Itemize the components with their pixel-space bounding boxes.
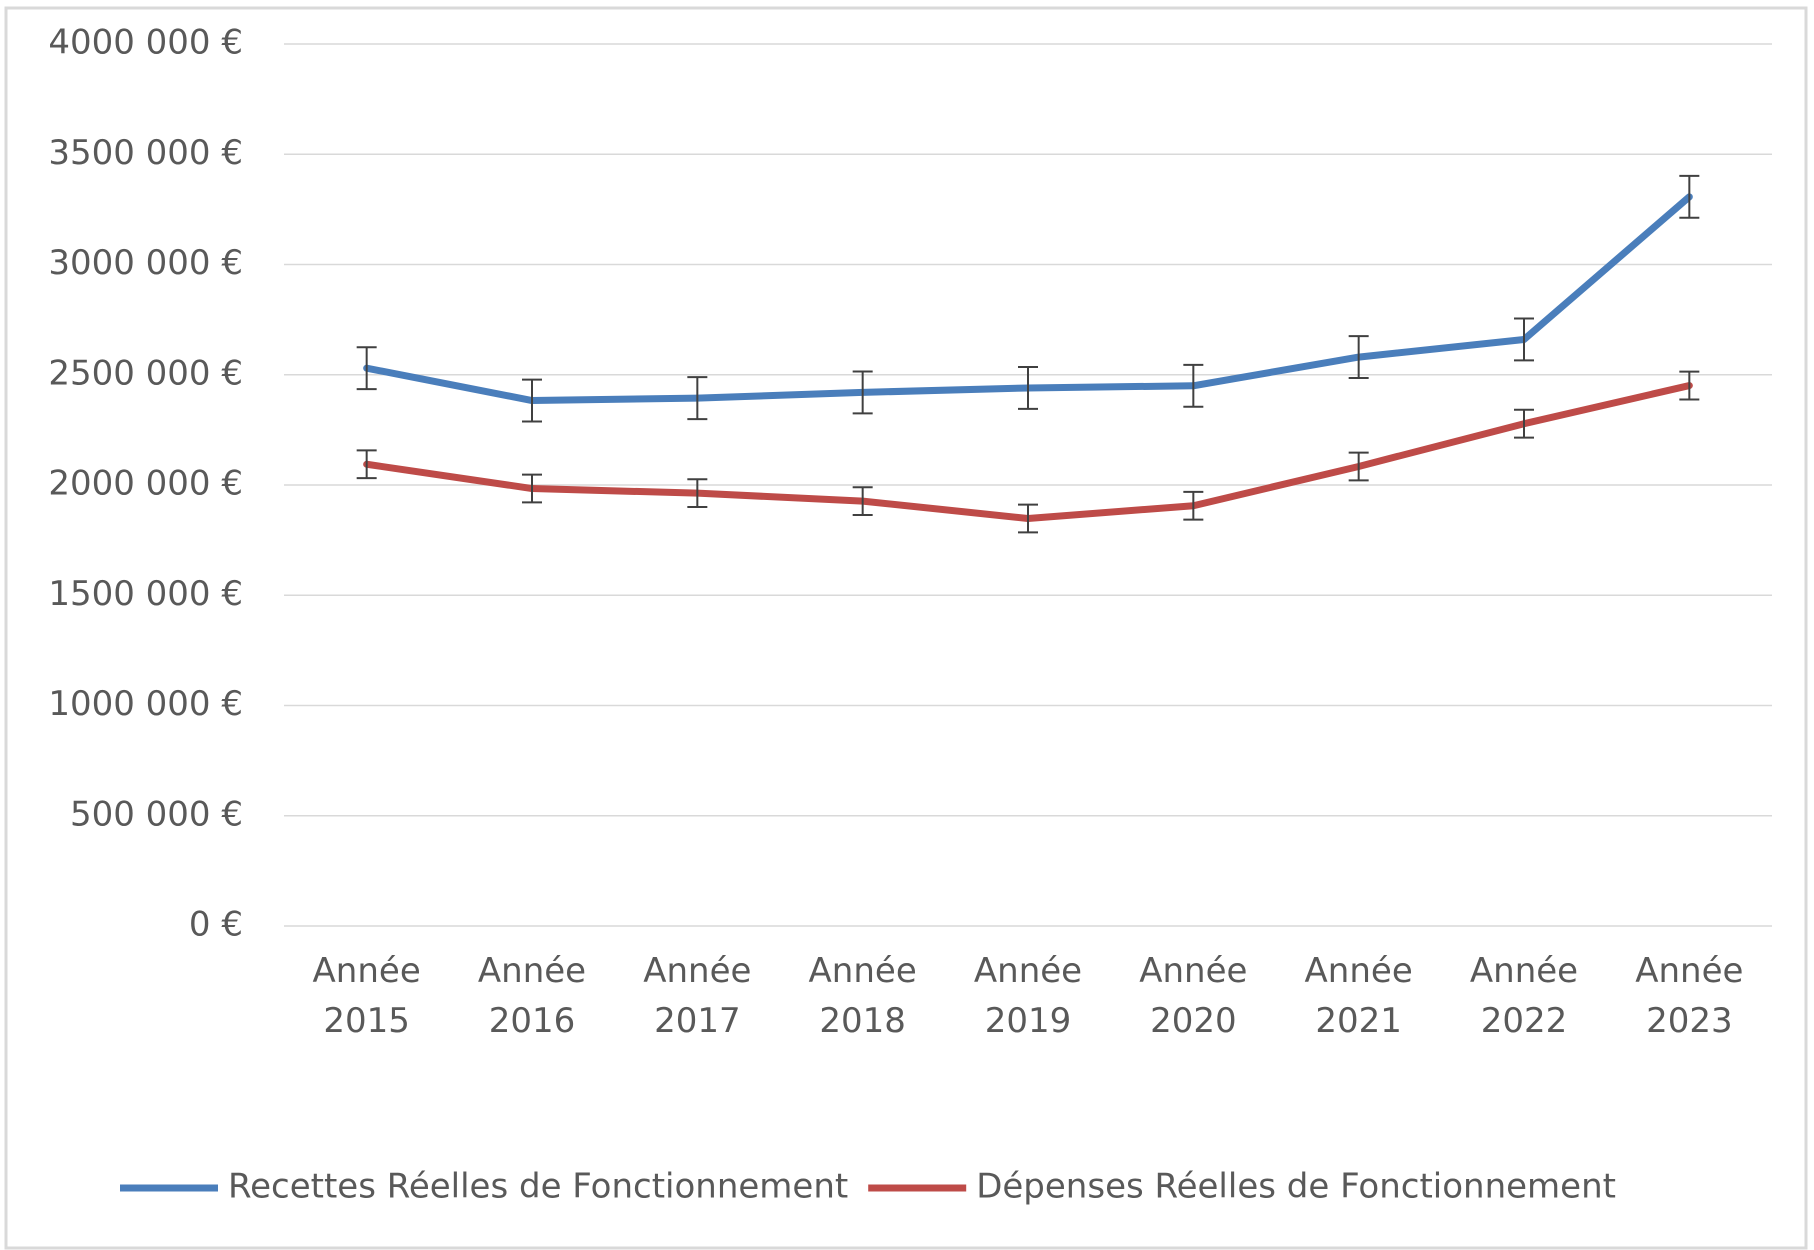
error-bar [356,449,377,480]
legend-label: Recettes Réelles de Fonctionnement [228,1167,848,1207]
y-tick-label: 500 000 € [70,794,243,834]
error-bar [1679,370,1700,401]
error-bar [687,478,708,509]
y-tick-label: 2000 000 € [48,464,243,504]
error-bar [1183,490,1204,521]
error-bar [522,473,542,504]
y-tick-label: 4000 000 € [48,23,243,63]
y-tick-label: 3000 000 € [48,243,243,283]
x-tick-label: Année 2022 [1469,951,1579,1041]
x-tick-label: Année 2016 [477,951,587,1041]
legend-label: Dépenses Réelles de Fonctionnement [976,1167,1616,1207]
x-tick-label: Année 2021 [1304,951,1413,1041]
error-bar [1514,317,1534,362]
error-bar [852,486,873,516]
error-bar [356,346,377,391]
y-tick-label: 1500 000 € [48,574,243,614]
x-tick-label: Année 2020 [1139,951,1248,1041]
x-tick-label: Année 2015 [312,951,421,1041]
error-bar [852,370,873,415]
chart-border [4,6,1808,1250]
error-bar [687,376,708,421]
error-bar [522,378,542,423]
error-bar [1514,408,1534,439]
x-tick-label: Année 2018 [808,951,917,1041]
y-tick-label: 0 € [189,905,243,945]
x-tick-label: Année 2019 [973,951,1083,1041]
error-bar [1348,335,1369,380]
y-tick-label: 3500 000 € [48,133,243,173]
y-tick-label: 2500 000 € [48,353,243,393]
error-bar [1348,451,1369,482]
error-bar [1183,363,1204,408]
error-bar [1679,174,1700,219]
x-tick-label: Année 2023 [1635,951,1744,1041]
y-tick-label: 1000 000 € [48,684,243,724]
error-bar [1018,366,1038,410]
x-tick-label: Année 2017 [643,951,752,1041]
error-bar [1018,503,1038,534]
